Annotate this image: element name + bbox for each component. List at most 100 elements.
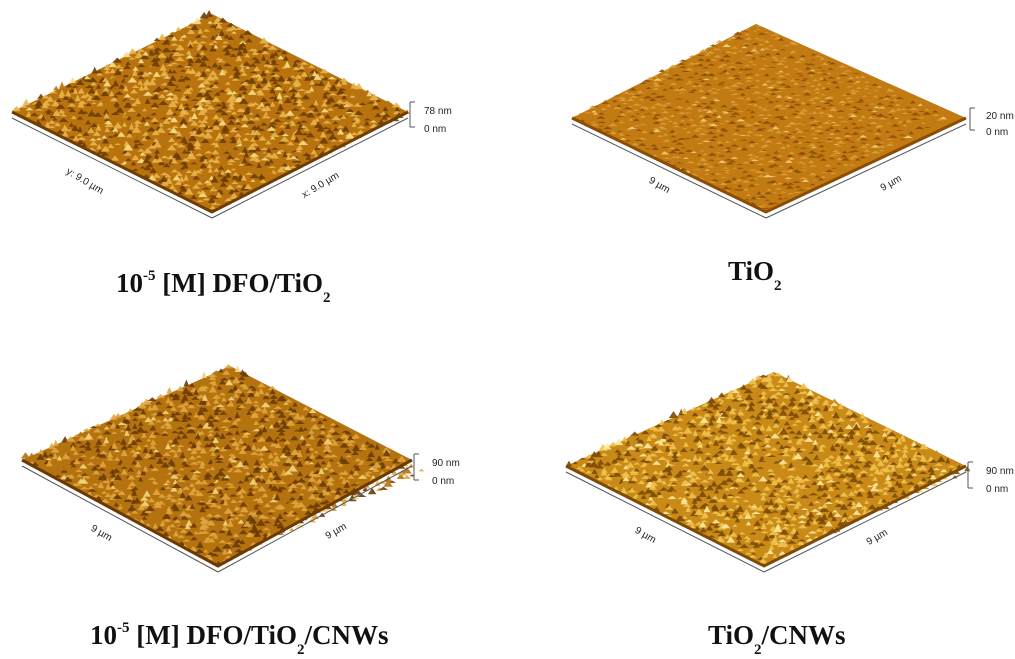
surface-grain bbox=[242, 36, 249, 41]
surface-grain bbox=[224, 109, 233, 113]
surface-grain bbox=[146, 45, 155, 49]
surface-grain bbox=[158, 33, 167, 40]
surface-grain bbox=[313, 138, 321, 141]
surface-grain bbox=[104, 69, 111, 74]
surface-grain bbox=[855, 157, 861, 161]
surface-grain bbox=[192, 175, 201, 180]
surface-grain bbox=[118, 126, 127, 132]
surface-grain bbox=[729, 182, 739, 184]
surface-grain bbox=[235, 54, 243, 62]
surface-grain bbox=[120, 68, 129, 75]
surface-grain bbox=[199, 34, 209, 38]
surface-grain bbox=[252, 48, 260, 56]
surface-grain bbox=[779, 146, 787, 149]
surface-grain bbox=[836, 157, 843, 161]
surface-grain bbox=[686, 161, 696, 164]
panel-caption: TiO2/CNWs bbox=[708, 620, 846, 659]
surface-grain bbox=[223, 87, 233, 92]
surface-grain bbox=[667, 120, 674, 122]
surface-grain bbox=[64, 89, 72, 97]
surface-grain bbox=[111, 73, 120, 80]
surface-grain bbox=[102, 136, 109, 144]
surface-grain bbox=[279, 136, 290, 142]
surface-grain bbox=[240, 157, 249, 164]
surface-grain bbox=[810, 146, 818, 149]
height-scale-min: 0 nm bbox=[424, 124, 447, 135]
surface-grain bbox=[213, 142, 220, 148]
surface-grain bbox=[223, 141, 230, 148]
surface-grain bbox=[53, 122, 62, 127]
surface-grain bbox=[41, 100, 51, 106]
surface-grain bbox=[769, 123, 776, 127]
surface-grain bbox=[313, 99, 319, 106]
surface-grain bbox=[804, 187, 813, 189]
surface-grain bbox=[230, 152, 236, 157]
surface-grain bbox=[778, 135, 786, 137]
surface-grain bbox=[642, 79, 652, 82]
surface-grain bbox=[264, 160, 271, 166]
surface-grain bbox=[679, 139, 686, 142]
surface-grain bbox=[748, 169, 758, 171]
surface-grain bbox=[319, 68, 329, 74]
surface-grain bbox=[737, 189, 746, 191]
surface-grain bbox=[730, 112, 741, 115]
surface-grain bbox=[232, 65, 239, 71]
surface-grain bbox=[665, 123, 674, 126]
surface-grain bbox=[233, 68, 241, 76]
surface-grain bbox=[217, 51, 223, 58]
surface-grain bbox=[251, 83, 257, 89]
surface-grain bbox=[123, 64, 131, 69]
surface-grain bbox=[786, 133, 793, 136]
surface-grain bbox=[356, 99, 366, 103]
surface-grain bbox=[372, 100, 379, 106]
surface-grain bbox=[785, 185, 794, 189]
surface-grain bbox=[672, 121, 679, 125]
surface-grain bbox=[731, 132, 741, 136]
surface-grain bbox=[638, 142, 647, 146]
surface-grain bbox=[683, 154, 689, 157]
surface-grain bbox=[843, 163, 849, 166]
surface-grain bbox=[801, 179, 810, 182]
surface-grain bbox=[169, 31, 177, 34]
surface-grain bbox=[222, 69, 228, 73]
surface-grain bbox=[81, 75, 87, 81]
surface-grain bbox=[235, 121, 242, 125]
surface-grain bbox=[194, 143, 202, 150]
surface-grain bbox=[169, 74, 177, 81]
surface-grain bbox=[313, 73, 322, 80]
surface-grain bbox=[799, 156, 810, 159]
surface-grain bbox=[89, 140, 98, 146]
surface-grain bbox=[786, 154, 794, 157]
surface-grain bbox=[757, 120, 763, 123]
surface-grain bbox=[107, 104, 115, 107]
surface-grain bbox=[212, 123, 220, 130]
surface-grain bbox=[189, 90, 197, 97]
surface-grain bbox=[708, 145, 715, 148]
surface-grain bbox=[669, 83, 678, 85]
surface-grain bbox=[325, 80, 332, 88]
surface-grain bbox=[123, 111, 133, 117]
surface-grain bbox=[191, 76, 201, 83]
surface-grain bbox=[705, 110, 714, 113]
surface-grain bbox=[262, 134, 269, 137]
surface-grain bbox=[155, 169, 161, 173]
surface-grain bbox=[278, 69, 287, 76]
surface-grain bbox=[159, 145, 165, 150]
surface-grain bbox=[17, 107, 27, 114]
surface-grain bbox=[223, 34, 230, 39]
surface-grain bbox=[215, 156, 221, 159]
surface-grain bbox=[134, 51, 144, 59]
surface-grain bbox=[271, 162, 281, 166]
surface-grain bbox=[711, 135, 718, 139]
surface-grain bbox=[761, 204, 768, 206]
surface-grain bbox=[224, 197, 233, 202]
surface-grain bbox=[180, 108, 190, 115]
surface-grain bbox=[258, 135, 267, 141]
surface-grain bbox=[76, 136, 87, 141]
surface-grain bbox=[606, 103, 612, 107]
surface-grain bbox=[87, 126, 95, 134]
surface-grain bbox=[207, 20, 213, 24]
surface-grain bbox=[269, 136, 276, 140]
surface-grain bbox=[734, 129, 740, 132]
surface-grain bbox=[699, 118, 708, 122]
